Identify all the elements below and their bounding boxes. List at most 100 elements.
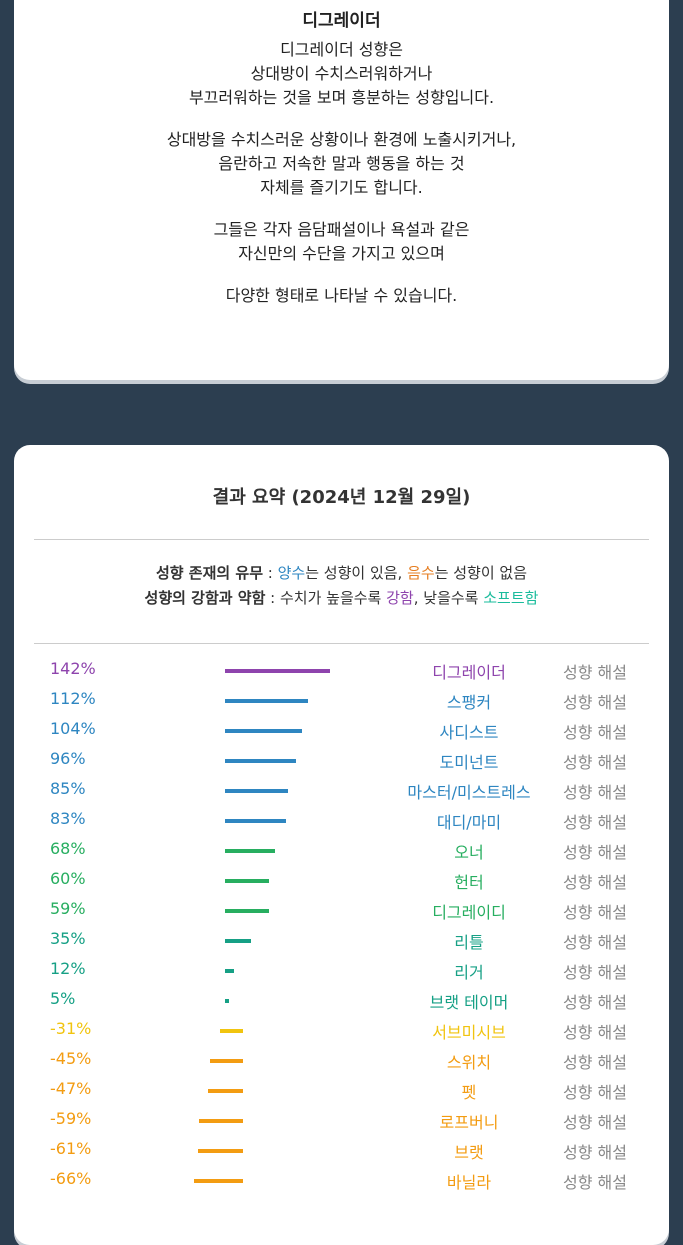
result-row: -47% 펫 성향 해설 — [14, 1075, 669, 1105]
description-paragraph: 상대방을 수치스러운 상황이나 환경에 노출시키거나, 음란하고 저속한 말과 … — [166, 130, 517, 197]
row-bar — [225, 819, 287, 823]
row-trait-name[interactable]: 디그레이더 — [432, 663, 506, 682]
trait-explanation-link[interactable]: 성향 해설 — [563, 1023, 627, 1042]
trait-explanation-link[interactable]: 성향 해설 — [563, 753, 627, 772]
trait-explanation-link[interactable]: 성향 해설 — [563, 813, 627, 832]
divider — [34, 643, 649, 644]
row-trait-name[interactable]: 브랫 — [454, 1143, 484, 1162]
row-percent: 83% — [50, 809, 86, 828]
result-row: 35% 리틀 성향 해설 — [14, 925, 669, 955]
row-trait-name[interactable]: 디그레이디 — [432, 903, 506, 922]
legend-line-existence: 성향 존재의 유무 : 양수는 성향이 있음, 음수는 성향이 없음 — [14, 561, 669, 586]
row-trait-name[interactable]: 대디/마미 — [436, 813, 502, 832]
row-percent: 142% — [50, 659, 96, 678]
row-bar — [225, 759, 297, 763]
row-percent: 96% — [50, 749, 86, 768]
row-trait-name[interactable]: 마스터/미스트레스 — [407, 783, 531, 802]
legend-text: 는 성향이 있음, — [305, 564, 408, 582]
result-row: -45% 스위치 성향 해설 — [14, 1045, 669, 1075]
result-row: 85% 마스터/미스트레스 성향 해설 — [14, 775, 669, 805]
row-trait-name[interactable]: 리거 — [454, 963, 484, 982]
trait-explanation-link[interactable]: 성향 해설 — [563, 723, 627, 742]
legend-positive: 양수 — [277, 564, 306, 582]
result-row: 5% 브랫 테이머 성향 해설 — [14, 985, 669, 1015]
row-percent: 12% — [50, 959, 86, 978]
result-row: -61% 브랫 성향 해설 — [14, 1135, 669, 1165]
trait-explanation-link[interactable]: 성향 해설 — [563, 873, 627, 892]
divider — [34, 539, 649, 540]
result-chart: 142% 디그레이더 성향 해설 112% 스팽커 성향 해설 104% 사디스트 성향 해설 9… — [14, 655, 669, 1195]
summary-title: 결과 요약 (2024년 12월 29일) — [212, 487, 471, 508]
description-paragraph: 그들은 각자 음담패설이나 욕설과 같은 자신만의 수단을 가지고 있으며 — [213, 220, 470, 263]
trait-explanation-link[interactable]: 성향 해설 — [563, 843, 627, 862]
description-body: 디그레이더 성향은 상대방이 수치스러워하거나 부끄러워하는 것을 보며 흥분하… — [14, 38, 669, 326]
row-percent: 112% — [50, 689, 96, 708]
row-bar — [225, 699, 308, 703]
row-percent: 68% — [50, 839, 86, 858]
trait-explanation-link[interactable]: 성향 해설 — [563, 783, 627, 802]
result-row: -66% 바닐라 성향 해설 — [14, 1165, 669, 1195]
legend-text: , 낮을수록 — [413, 589, 484, 607]
row-percent: -59% — [50, 1109, 92, 1128]
row-percent: 60% — [50, 869, 86, 888]
row-bar — [199, 1119, 243, 1123]
row-trait-name[interactable]: 로프버니 — [439, 1113, 499, 1132]
description-paragraph: 디그레이더 성향은 상대방이 수치스러워하거나 부끄러워하는 것을 보며 흥분하… — [188, 40, 495, 107]
row-bar — [197, 1149, 243, 1153]
legend-text: 는 성향이 없음 — [434, 564, 528, 582]
row-trait-name[interactable]: 오너 — [454, 843, 484, 862]
legend-label: 성향의 강함과 약함 — [144, 589, 266, 607]
row-percent: 85% — [50, 779, 86, 798]
row-percent: 5% — [50, 989, 76, 1008]
trait-explanation-link[interactable]: 성향 해설 — [563, 1173, 627, 1192]
row-bar — [225, 849, 276, 853]
row-trait-name[interactable]: 도미넌트 — [439, 753, 499, 772]
row-bar — [225, 939, 251, 943]
trait-explanation-link[interactable]: 성향 해설 — [563, 1053, 627, 1072]
legend-text: 수치가 높을수록 — [279, 589, 387, 607]
row-trait-name[interactable]: 바닐라 — [446, 1173, 492, 1192]
result-row: 104% 사디스트 성향 해설 — [14, 715, 669, 745]
result-row: 83% 대디/마미 성향 해설 — [14, 805, 669, 835]
row-trait-name[interactable]: 리틀 — [454, 933, 484, 952]
row-trait-name[interactable]: 헌터 — [454, 873, 484, 892]
trait-explanation-link[interactable]: 성향 해설 — [563, 963, 627, 982]
trait-explanation-link[interactable]: 성향 해설 — [563, 933, 627, 952]
row-bar — [220, 1029, 243, 1033]
row-trait-name[interactable]: 서브미시브 — [432, 1023, 506, 1042]
row-trait-name[interactable]: 펫 — [461, 1083, 477, 1102]
result-row: 12% 리거 성향 해설 — [14, 955, 669, 985]
row-trait-name[interactable]: 스위치 — [446, 1053, 492, 1072]
result-row: 60% 헌터 성향 해설 — [14, 865, 669, 895]
row-bar — [225, 999, 229, 1003]
legend-negative: 음수 — [407, 564, 435, 582]
legend-label: 성향 존재의 유무 — [155, 564, 263, 582]
trait-explanation-link[interactable]: 성향 해설 — [563, 1143, 627, 1162]
description-title: 디그레이더 — [302, 11, 381, 31]
row-trait-name[interactable]: 스팽커 — [446, 693, 492, 712]
result-row: -31% 서브미시브 성향 해설 — [14, 1015, 669, 1045]
result-row: 112% 스팽커 성향 해설 — [14, 685, 669, 715]
trait-explanation-link[interactable]: 성향 해설 — [563, 903, 627, 922]
row-percent: 104% — [50, 719, 96, 738]
trait-explanation-link[interactable]: 성향 해설 — [563, 693, 627, 712]
trait-explanation-link[interactable]: 성향 해설 — [563, 1113, 627, 1132]
row-trait-name[interactable]: 브랫 테이머 — [429, 993, 509, 1012]
trait-explanation-link[interactable]: 성향 해설 — [563, 993, 627, 1012]
legend: 성향 존재의 유무 : 양수는 성향이 있음, 음수는 성향이 없음 성향의 강… — [14, 561, 669, 611]
row-percent: -31% — [50, 1019, 92, 1038]
trait-explanation-link[interactable]: 성향 해설 — [563, 663, 627, 682]
row-bar — [208, 1089, 243, 1093]
result-row: 68% 오너 성향 해설 — [14, 835, 669, 865]
trait-explanation-link[interactable]: 성향 해설 — [563, 1083, 627, 1102]
row-trait-name[interactable]: 사디스트 — [439, 723, 499, 742]
result-row: 59% 디그레이디 성향 해설 — [14, 895, 669, 925]
legend-soft: 소프트함 — [483, 589, 539, 607]
legend-sep: : — [263, 564, 278, 582]
row-bar — [225, 969, 234, 973]
description-paragraph: 다양한 형태로 나타날 수 있습니다. — [225, 286, 458, 305]
result-row: -59% 로프버니 성향 해설 — [14, 1105, 669, 1135]
row-percent: 35% — [50, 929, 86, 948]
row-percent: -61% — [50, 1139, 92, 1158]
row-percent: -47% — [50, 1079, 92, 1098]
